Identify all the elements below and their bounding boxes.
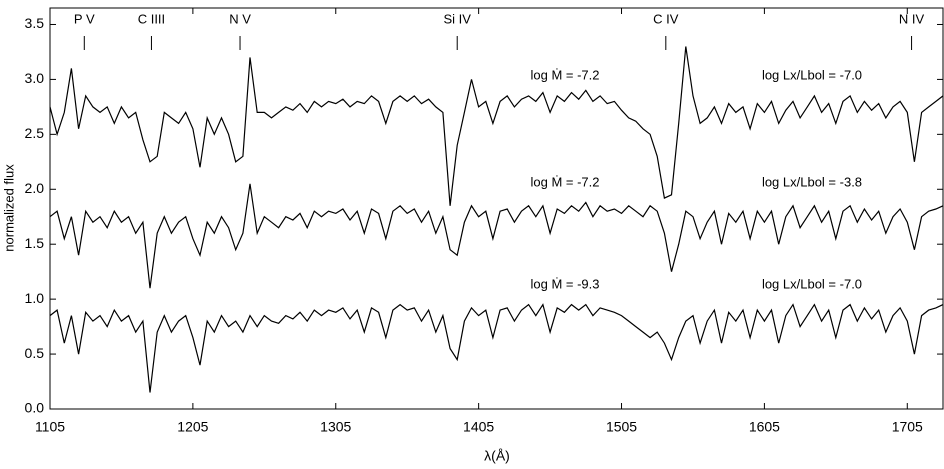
line-id-label: Si IV — [443, 11, 471, 26]
line-id-label: C IIII — [138, 11, 165, 26]
y-tick-label: 0.5 — [25, 345, 45, 361]
x-axis-title: λ(Å) — [484, 448, 510, 464]
x-tick-label: 1405 — [463, 419, 494, 435]
x-tick-label: 1705 — [892, 419, 923, 435]
spectrum-line — [49, 46, 944, 206]
x-tick-label: 1305 — [320, 419, 351, 435]
line-id-label: N V — [229, 11, 251, 26]
plot-frame — [49, 7, 944, 410]
y-axis-title: normalized flux — [1, 164, 16, 252]
spectrum-line — [49, 183, 944, 289]
y-tick-label: 3.0 — [25, 70, 45, 86]
spectrum-line — [49, 303, 944, 393]
line-id-label: C IV — [653, 11, 679, 26]
series-label: log Ṁ = -7.2 — [530, 174, 599, 189]
line-id-label: N IV — [899, 11, 925, 26]
series-label: log Ṁ = -9.3 — [530, 276, 599, 291]
y-tick-label: 3.5 — [25, 15, 45, 31]
series-note: log Lx/Lbol = -7.0 — [762, 276, 862, 291]
y-tick-label: 0.0 — [25, 400, 45, 416]
y-tick-label: 2.5 — [25, 125, 45, 141]
x-tick-label: 1605 — [749, 419, 780, 435]
y-tick-label: 2.0 — [25, 180, 45, 196]
y-tick-label: 1.0 — [25, 290, 45, 306]
line-id-label: P V — [74, 11, 95, 26]
series-note: log Lx/Lbol = -3.8 — [762, 174, 862, 189]
x-tick-label: 1105 — [35, 419, 65, 435]
series-note: log Lx/Lbol = -7.0 — [762, 67, 862, 82]
y-tick-label: 1.5 — [25, 235, 45, 251]
x-tick-label: 1505 — [606, 419, 637, 435]
series-label: log Ṁ = -7.2 — [530, 67, 599, 82]
x-tick-label: 1205 — [177, 419, 208, 435]
